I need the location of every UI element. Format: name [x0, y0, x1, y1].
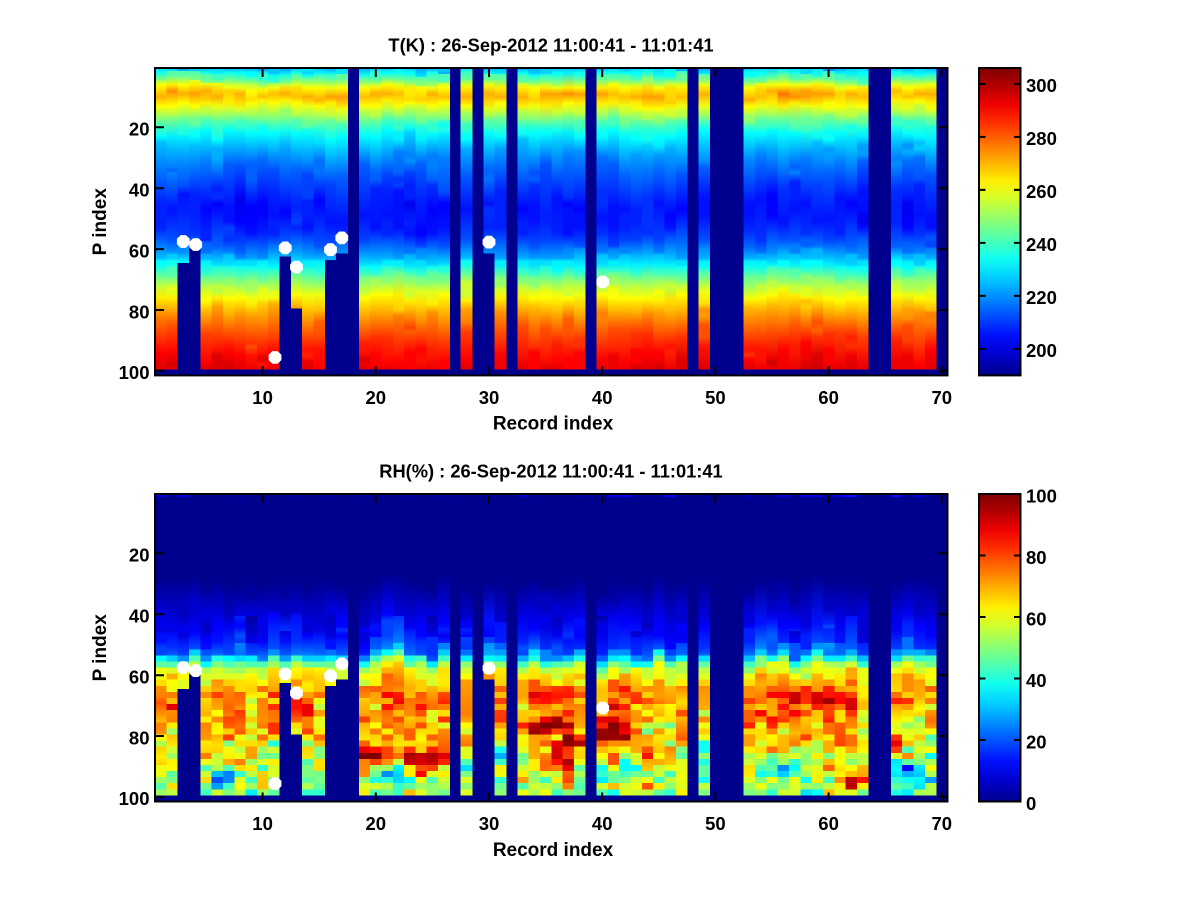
- svg-text:P index: P index: [90, 188, 111, 256]
- svg-text:240: 240: [1026, 234, 1057, 255]
- svg-text:80: 80: [129, 727, 150, 748]
- svg-text:30: 30: [479, 387, 500, 408]
- svg-text:20: 20: [1026, 731, 1047, 752]
- svg-text:280: 280: [1026, 128, 1057, 149]
- svg-text:Record index: Record index: [493, 414, 614, 435]
- svg-text:20: 20: [366, 813, 387, 834]
- svg-text:100: 100: [119, 362, 150, 383]
- svg-text:260: 260: [1026, 181, 1057, 202]
- svg-text:60: 60: [1026, 608, 1047, 629]
- svg-text:100: 100: [119, 788, 150, 809]
- svg-text:40: 40: [592, 813, 613, 834]
- svg-text:Record index: Record index: [493, 840, 614, 861]
- svg-text:70: 70: [932, 387, 953, 408]
- svg-text:80: 80: [1026, 547, 1047, 568]
- svg-text:200: 200: [1026, 340, 1057, 361]
- svg-text:P index: P index: [90, 614, 111, 682]
- svg-text:20: 20: [129, 119, 150, 140]
- svg-text:0: 0: [1026, 793, 1036, 814]
- svg-text:RH(%) : 26-Sep-2012 11:00:41 -: RH(%) : 26-Sep-2012 11:00:41 - 11:01:41: [379, 461, 722, 482]
- svg-text:40: 40: [1026, 670, 1047, 691]
- svg-text:60: 60: [818, 813, 839, 834]
- svg-text:30: 30: [479, 813, 500, 834]
- svg-text:40: 40: [592, 387, 613, 408]
- svg-text:50: 50: [705, 813, 726, 834]
- svg-text:10: 10: [252, 387, 273, 408]
- svg-text:300: 300: [1026, 75, 1057, 96]
- svg-text:10: 10: [252, 813, 273, 834]
- svg-text:60: 60: [129, 240, 150, 261]
- svg-text:50: 50: [705, 387, 726, 408]
- svg-text:20: 20: [129, 545, 150, 566]
- svg-text:60: 60: [129, 667, 150, 688]
- svg-text:T(K) : 26-Sep-2012 11:00:41 -: T(K) : 26-Sep-2012 11:00:41 - 11:01:41: [388, 35, 713, 56]
- svg-text:100: 100: [1026, 485, 1057, 506]
- svg-text:20: 20: [366, 387, 387, 408]
- svg-text:220: 220: [1026, 287, 1057, 308]
- svg-text:40: 40: [129, 606, 150, 627]
- svg-text:70: 70: [932, 813, 953, 834]
- svg-text:40: 40: [129, 180, 150, 201]
- svg-text:60: 60: [818, 387, 839, 408]
- svg-text:80: 80: [129, 301, 150, 322]
